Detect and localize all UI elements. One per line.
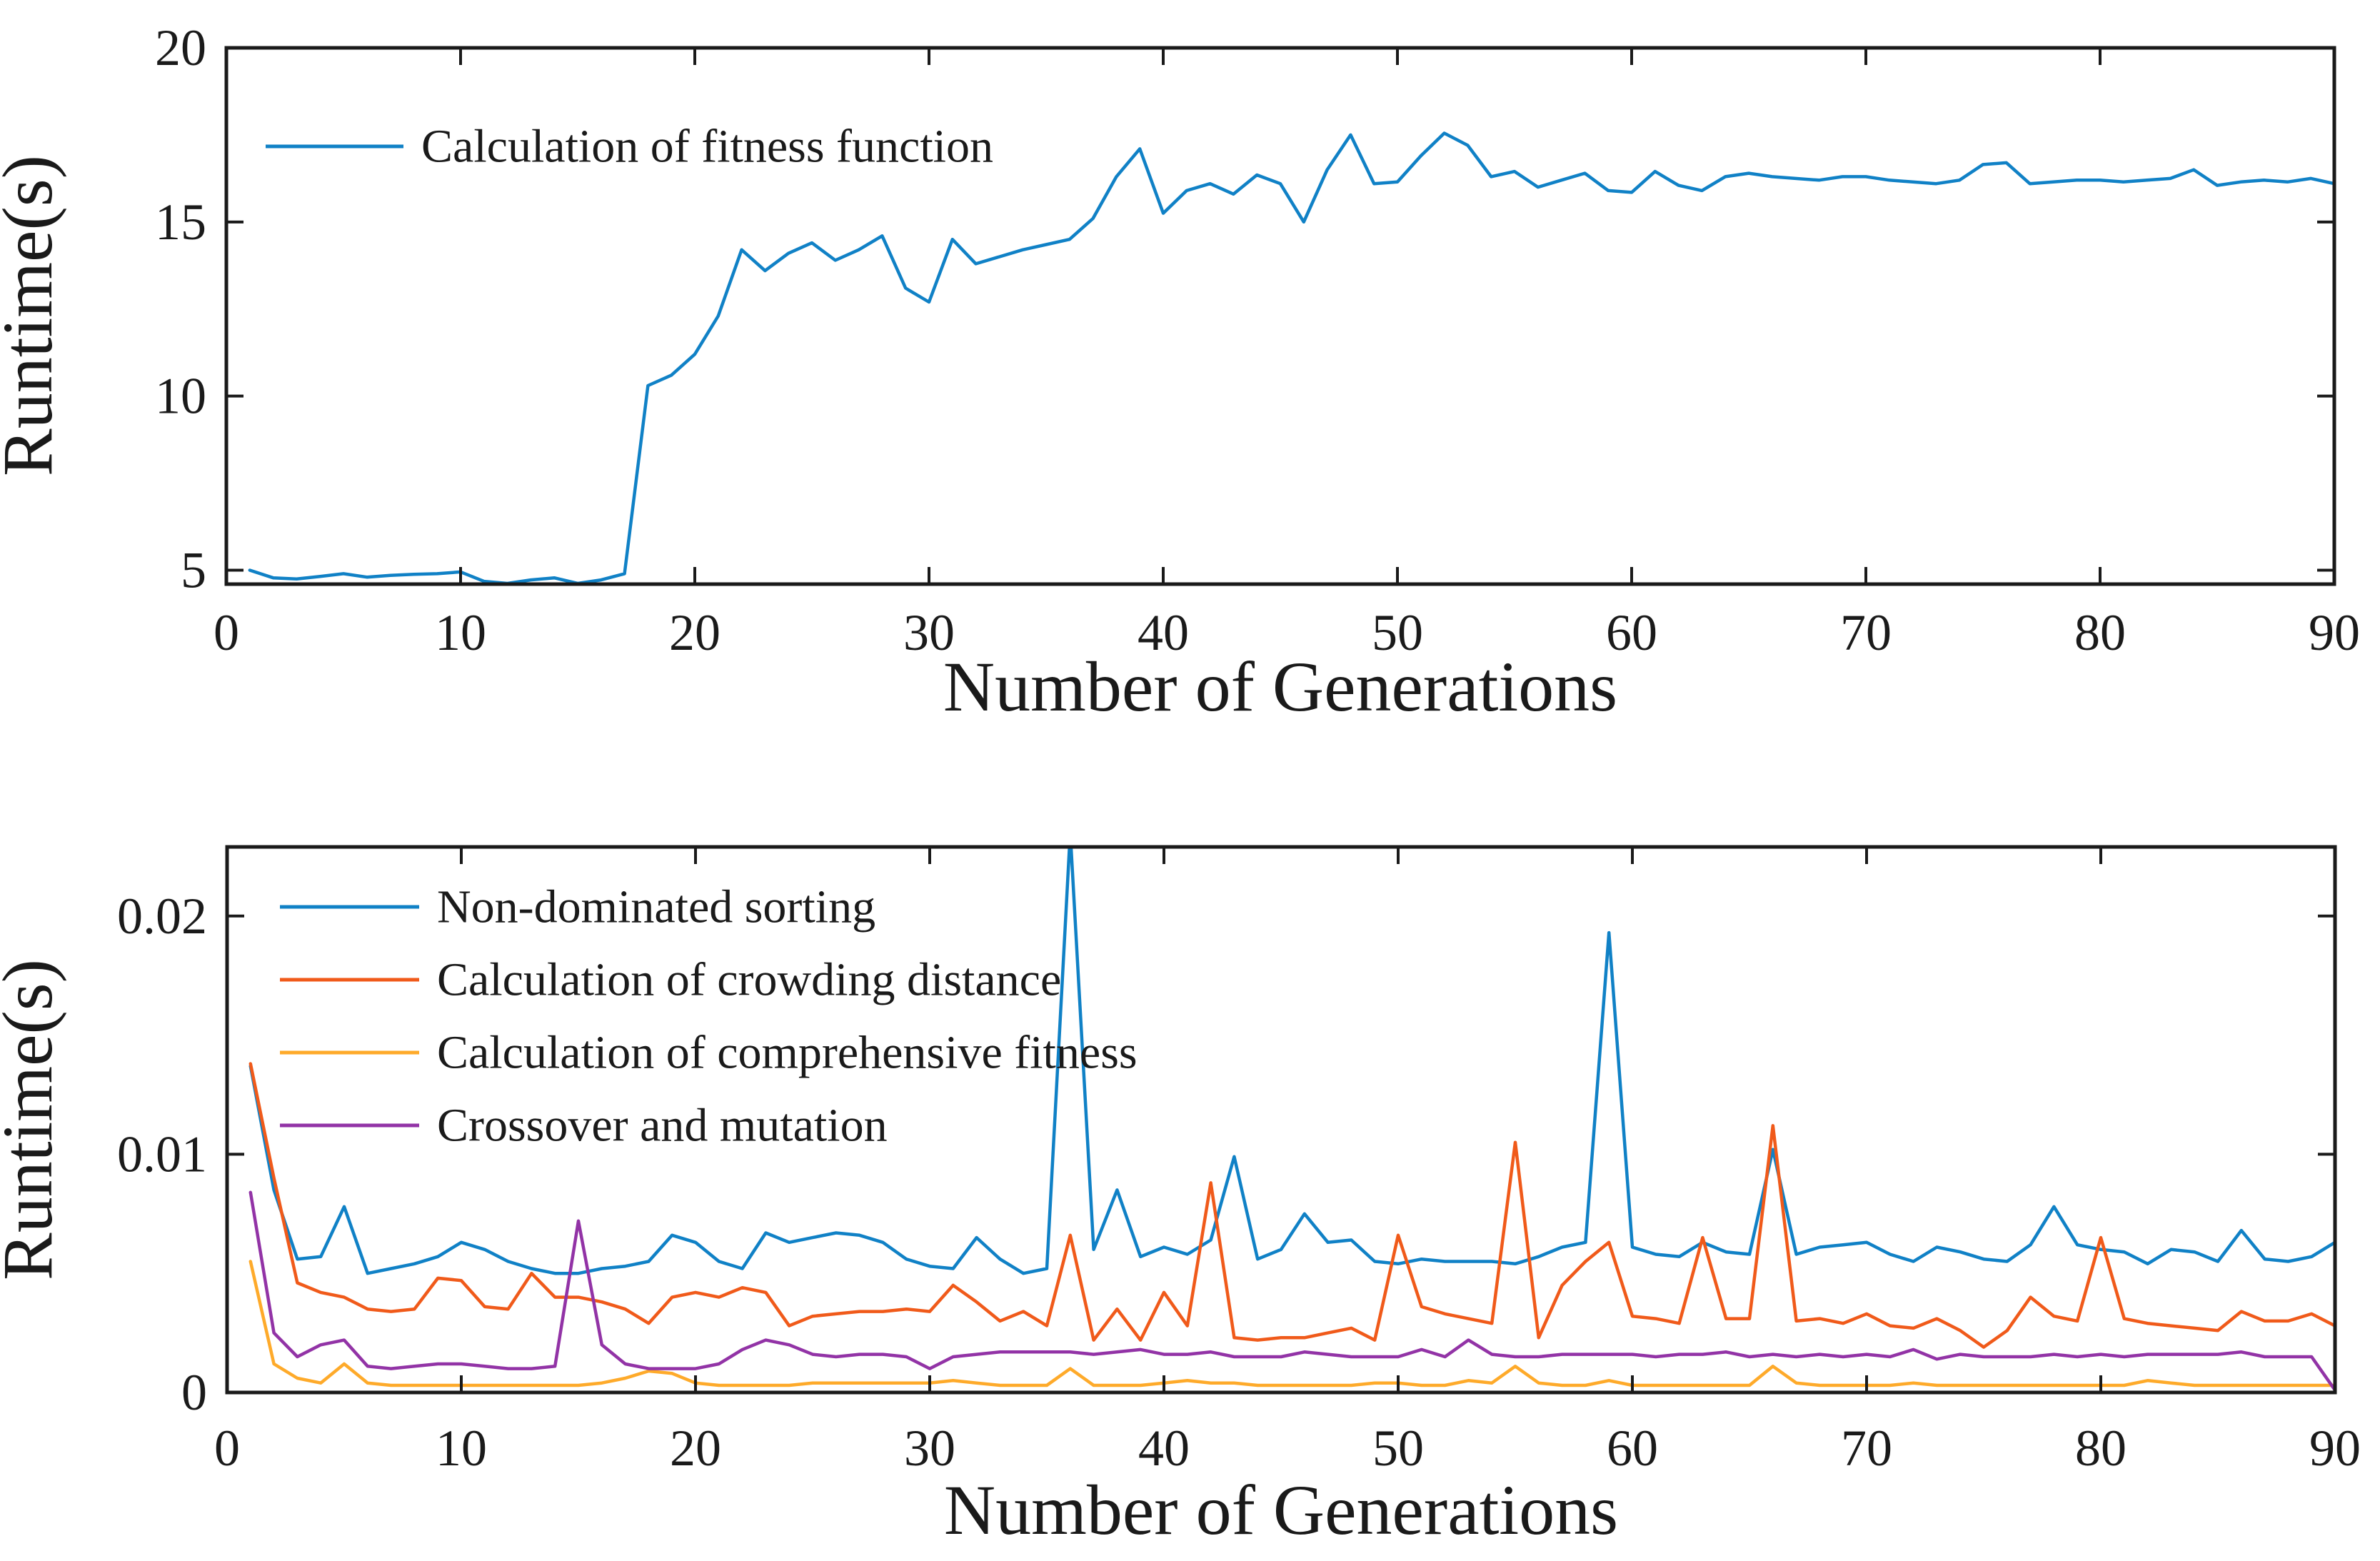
x-tick-label: 30 <box>904 1420 955 1477</box>
y-tick-label: 20 <box>155 19 206 76</box>
bottom-xaxis-label: Number of Generations <box>944 1470 1618 1550</box>
top-xaxis-label: Number of Generations <box>943 647 1617 726</box>
top-yaxis-label: Runtime(s) <box>0 155 67 476</box>
legend-label-comprehensive-fitness: Calculation of comprehensive fitness <box>437 1027 1138 1079</box>
series-line-crossover-and-mutation <box>248 1190 2335 1392</box>
series-line-calculation-of-comprehensive-fitness <box>248 1260 2335 1387</box>
bottom-yaxis-label: Runtime(s) <box>0 959 67 1280</box>
y-tick-label: 0.01 <box>117 1125 207 1183</box>
series-line-calculation-of-crowding-distance <box>248 1062 2335 1349</box>
x-tick-label: 90 <box>2309 604 2360 661</box>
legend-label-crowding-distance: Calculation of crowding distance <box>437 954 1061 1006</box>
y-tick-label: 15 <box>155 194 206 251</box>
series-line-calculation-of-fitness-function <box>248 131 2334 584</box>
x-tick-label: 20 <box>670 1420 721 1477</box>
bottom-chart: 0 10 20 30 40 50 60 70 80 90 0 0.01 0.02 <box>117 845 2361 1477</box>
x-tick-label: 40 <box>1138 1420 1190 1477</box>
series-group <box>248 847 2335 1392</box>
x-tick-label: 50 <box>1372 1420 1424 1477</box>
axes-box <box>224 46 2336 586</box>
top-chart: 0 10 20 30 40 50 60 70 80 90 5 10 15 20 <box>155 19 2360 661</box>
legend-label-crossover-mutation: Crossover and mutation <box>437 1100 888 1152</box>
series-group <box>248 131 2334 584</box>
bottom-legend: Non-dominated sorting Calculation of cro… <box>280 881 1138 1152</box>
y-tick-label: 5 <box>181 541 206 598</box>
x-tick-label: 30 <box>903 604 955 661</box>
x-tick-label: 60 <box>1607 1420 1658 1477</box>
x-tick-label: 0 <box>214 1420 240 1477</box>
x-tick-label: 60 <box>1606 604 1657 661</box>
x-tick-label: 40 <box>1138 604 1189 661</box>
y-tick-label: 0 <box>181 1364 207 1421</box>
top-legend: Calculation of fitness function <box>266 121 993 173</box>
x-tick-label: 70 <box>1840 604 1892 661</box>
x-tick-label: 20 <box>669 604 720 661</box>
legend-label-non-dominated-sorting: Non-dominated sorting <box>437 881 875 933</box>
y-tick-label: 0.02 <box>117 888 207 945</box>
x-tick-label: 80 <box>2074 604 2126 661</box>
legend-label-fitness-function: Calculation of fitness function <box>421 121 993 173</box>
x-tick-label: 70 <box>1841 1420 1892 1477</box>
x-tick-label: 0 <box>214 604 239 661</box>
x-tick-label: 10 <box>436 1420 487 1477</box>
x-tick-label: 10 <box>435 604 486 661</box>
y-tick-label: 10 <box>155 368 206 425</box>
x-tick-label: 80 <box>2075 1420 2127 1477</box>
x-tick-label: 90 <box>2309 1420 2361 1477</box>
series-line-non-dominated-sorting <box>248 847 2335 1275</box>
axes-box <box>225 845 2337 1395</box>
x-tick-label: 50 <box>1372 604 1423 661</box>
